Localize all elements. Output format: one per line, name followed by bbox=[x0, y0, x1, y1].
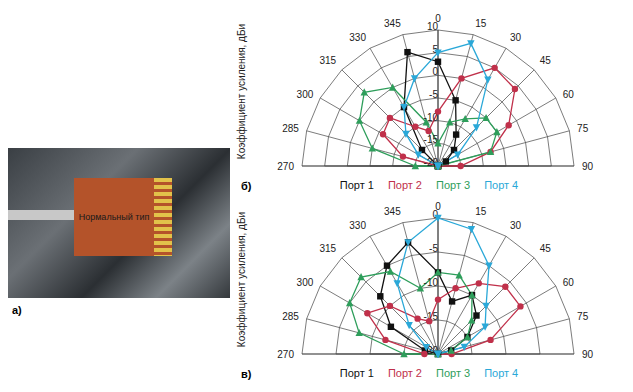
svg-text:60: 60 bbox=[563, 277, 575, 288]
svg-text:-15: -15 bbox=[423, 134, 438, 146]
svg-text:10: 10 bbox=[427, 21, 439, 32]
svg-text:30: 30 bbox=[510, 220, 522, 231]
html-text:в): в) bbox=[241, 368, 252, 380]
svg-text:45: 45 bbox=[540, 243, 552, 254]
svg-text:30: 30 bbox=[510, 32, 522, 43]
svg-text:330: 330 bbox=[349, 32, 366, 43]
svg-text:-15: -15 bbox=[423, 311, 438, 322]
svg-text:15: 15 bbox=[475, 18, 487, 29]
svg-text:0: 0 bbox=[432, 209, 438, 220]
svg-text:90: 90 bbox=[582, 349, 594, 360]
html-text:Порт 1: Порт 1 bbox=[339, 367, 374, 379]
html-text:Порт 3: Порт 3 bbox=[436, 179, 471, 191]
html-text:Порт 3: Порт 3 bbox=[436, 367, 471, 379]
svg-text:-20: -20 bbox=[423, 157, 438, 168]
svg-text:-5: -5 bbox=[429, 89, 438, 100]
svg-text:45: 45 bbox=[540, 55, 552, 66]
html-text:Порт 2: Порт 2 bbox=[387, 179, 422, 191]
html-text:а): а) bbox=[12, 304, 22, 316]
svg-text:60: 60 bbox=[563, 89, 575, 100]
svg-text:75: 75 bbox=[577, 311, 589, 322]
html-text:Порт 2: Порт 2 bbox=[387, 367, 422, 379]
svg-text:315: 315 bbox=[319, 55, 336, 66]
svg-text:285: 285 bbox=[282, 311, 299, 322]
svg-text:0: 0 bbox=[435, 201, 441, 212]
svg-text:75: 75 bbox=[577, 123, 589, 134]
svg-text:270: 270 bbox=[277, 161, 294, 172]
svg-text:15: 15 bbox=[475, 206, 487, 217]
svg-text:90: 90 bbox=[582, 161, 594, 172]
svg-text:0: 0 bbox=[435, 13, 441, 24]
svg-text:-10: -10 bbox=[423, 111, 438, 123]
svg-text:5: 5 bbox=[432, 43, 438, 55]
svg-text:315: 315 bbox=[319, 243, 336, 254]
svg-text:285: 285 bbox=[282, 123, 299, 134]
html-text:Порт 4: Порт 4 bbox=[484, 367, 519, 379]
svg-text:300: 300 bbox=[297, 89, 314, 100]
html-text:Порт 1: Порт 1 bbox=[339, 179, 374, 191]
html-text:Порт 4: Порт 4 bbox=[484, 179, 519, 191]
svg-text:330: 330 bbox=[349, 220, 366, 231]
html-text:Коэффициент усиления, дБи: Коэффициент усиления, дБи bbox=[235, 211, 247, 348]
html-text:Нормальный тип: Нормальный тип bbox=[78, 212, 150, 222]
svg-text:345: 345 bbox=[384, 18, 401, 29]
svg-text:0: 0 bbox=[432, 66, 438, 77]
svg-text:-10: -10 bbox=[424, 277, 439, 288]
svg-text:270: 270 bbox=[277, 349, 294, 360]
html-text:б): б) bbox=[241, 180, 252, 192]
svg-text:300: 300 bbox=[297, 277, 314, 288]
svg-text:345: 345 bbox=[384, 206, 401, 217]
html-text:Коэффициент усиления, дБи: Коэффициент усиления, дБи bbox=[235, 23, 247, 160]
svg-text:-5: -5 bbox=[429, 243, 438, 254]
